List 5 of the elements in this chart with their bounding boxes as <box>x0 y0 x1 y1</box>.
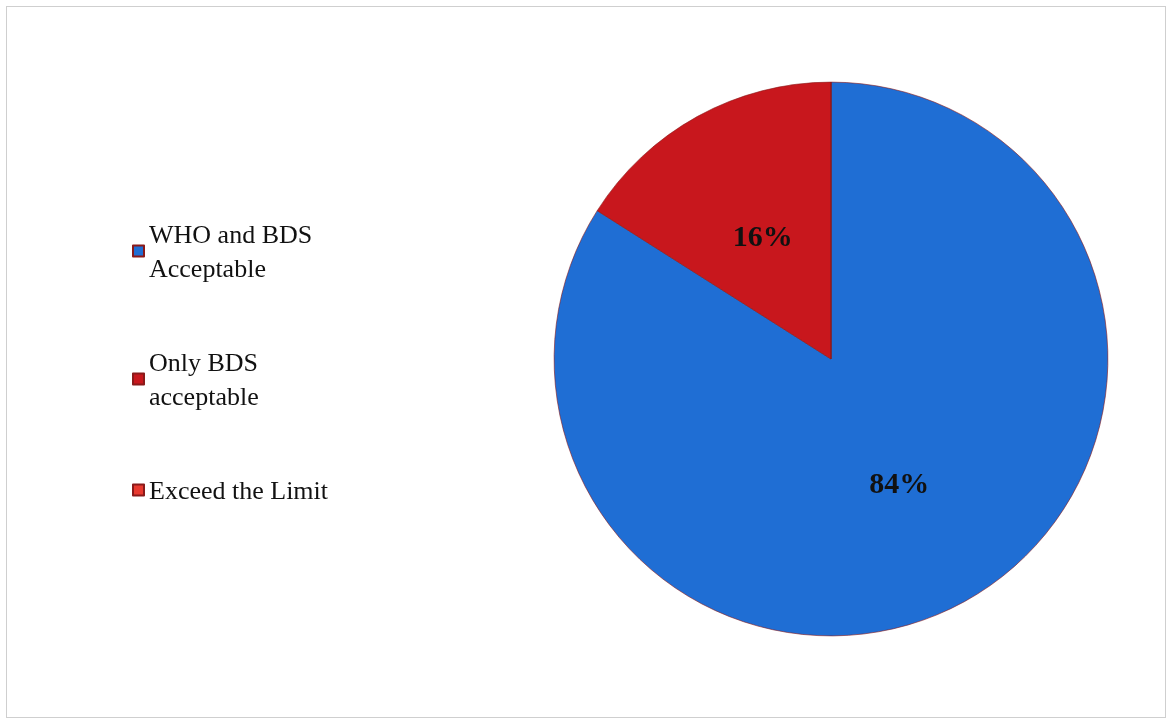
legend-label: Exceed the Limit <box>149 475 329 505</box>
legend-label: Only BDS acceptable <box>149 347 272 411</box>
data-label: 16% <box>732 218 793 252</box>
legend-label: WHO and BDS Acceptable <box>149 219 319 283</box>
data-label: 84% <box>869 466 930 500</box>
